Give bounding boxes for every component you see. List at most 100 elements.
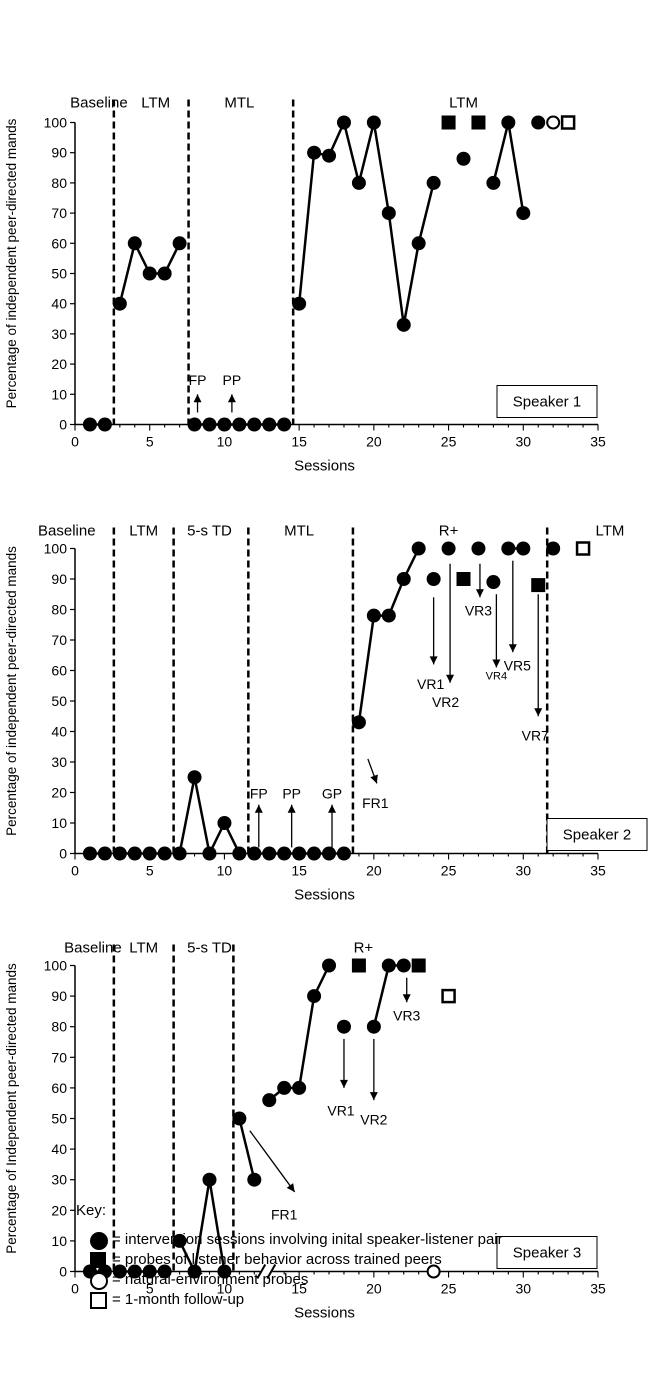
intervention-point (366, 608, 381, 623)
intervention-point (232, 1111, 247, 1126)
filled-circle-icon (90, 1232, 108, 1250)
annotation-label: PP (223, 372, 242, 388)
y-tick-label: 10 (51, 386, 67, 402)
intervention-point (142, 1264, 157, 1279)
intervention-point (307, 145, 322, 160)
y-tick-label: 0 (59, 417, 67, 433)
panel-speaker2: 0 10 20 30 40 50 60 70 80 90 100 0 5 10 15 20 25 30 35 Sess… (4, 523, 648, 904)
open-circle-icon (90, 1272, 108, 1290)
x-tick-label: 5 (146, 434, 154, 450)
arrow-head (370, 774, 378, 784)
intervention-point (127, 236, 142, 251)
intervention-point (322, 958, 337, 973)
arrow-head (286, 1183, 295, 1192)
x-tick-label: 25 (441, 863, 457, 879)
y-axis-label: Percentage of independent peer-directed … (4, 546, 19, 836)
x-tick-label: 0 (71, 863, 79, 879)
y-tick-label: 80 (51, 1019, 67, 1035)
intervention-point (277, 846, 292, 861)
annotation-label: VR2 (360, 1112, 387, 1128)
intervention-point (142, 266, 157, 281)
annotation-label: FR1 (271, 1206, 298, 1222)
phase-label: MTL (224, 95, 254, 112)
y-tick-label: 30 (51, 1172, 67, 1188)
y-tick-label: 70 (51, 632, 67, 648)
y-tick-label: 70 (51, 205, 67, 221)
intervention-point (82, 417, 97, 432)
intervention-point (217, 1264, 232, 1279)
x-tick-label: 0 (71, 434, 79, 450)
arrow-head (508, 644, 517, 653)
arrow-head (227, 394, 236, 403)
x-axis-label: Sessions (294, 458, 355, 475)
listener-probe-point (471, 115, 486, 130)
phase-label: 5-s TD (187, 523, 232, 540)
intervention-point (247, 846, 262, 861)
intervention-point (516, 206, 531, 221)
data-line (238, 1118, 256, 1180)
key-item-label: = intervention sessions involving inital… (112, 1231, 503, 1248)
annotation-arrow (249, 1130, 296, 1193)
y-tick-label: 30 (51, 326, 67, 342)
x-tick-label: 25 (441, 1281, 457, 1297)
y-tick-label: 10 (51, 1233, 67, 1249)
intervention-point (336, 846, 351, 861)
intervention-point (486, 575, 501, 590)
x-tick-label: 35 (590, 1281, 606, 1297)
listener-probe-point (456, 572, 471, 586)
y-tick-label: 80 (51, 175, 67, 191)
annotation-label: VR3 (465, 603, 492, 619)
intervention-point (411, 541, 426, 556)
intervention-point (247, 417, 262, 432)
axis-break-mark (266, 1264, 277, 1279)
arrow-head (254, 804, 263, 813)
speaker-label: Speaker 2 (563, 827, 631, 844)
x-tick-label: 35 (590, 434, 606, 450)
data-line (268, 964, 331, 1102)
intervention-point (396, 317, 411, 332)
intervention-point (172, 846, 187, 861)
intervention-point (336, 1019, 351, 1034)
x-tick-label: 5 (146, 1281, 154, 1297)
arrow-head (534, 708, 543, 717)
listener-probe-point (441, 115, 456, 130)
intervention-point (351, 715, 366, 730)
data-line (357, 547, 420, 723)
intervention-point (307, 846, 322, 861)
intervention-point (232, 846, 247, 861)
intervention-point (277, 417, 292, 432)
y-tick-label: 10 (51, 815, 67, 831)
arrow-head (328, 804, 337, 813)
x-tick-label: 15 (291, 434, 307, 450)
y-tick-label: 40 (51, 724, 67, 740)
y-tick-label: 100 (44, 115, 68, 131)
intervention-point (366, 115, 381, 130)
intervention-point (501, 541, 516, 556)
annotation-label: VR1 (327, 1102, 354, 1118)
intervention-point (157, 846, 172, 861)
natural-probe-point (426, 1264, 441, 1279)
x-axis-label: Sessions (294, 1305, 355, 1322)
follow-up-point (560, 115, 576, 130)
intervention-point (157, 266, 172, 281)
annotation-label: FP (189, 372, 207, 388)
arrow-head (446, 674, 455, 683)
intervention-point (486, 175, 501, 190)
x-tick-label: 20 (366, 434, 382, 450)
intervention-point (292, 1080, 307, 1095)
arrow-head (402, 994, 411, 1003)
key-item-label: = natural-environment probes (112, 1271, 309, 1288)
axis-break-mark (256, 1264, 267, 1279)
intervention-point (292, 296, 307, 311)
arrow-head (475, 589, 484, 598)
intervention-point (441, 541, 456, 556)
intervention-point (322, 846, 337, 861)
annotation-label: FR1 (362, 795, 389, 811)
intervention-point (97, 846, 112, 861)
phase-label: LTM (596, 523, 625, 540)
key-item-label: = 1-month follow-up (112, 1291, 245, 1308)
intervention-point (247, 1172, 262, 1187)
y-tick-label: 90 (51, 988, 67, 1004)
intervention-point (531, 115, 546, 130)
